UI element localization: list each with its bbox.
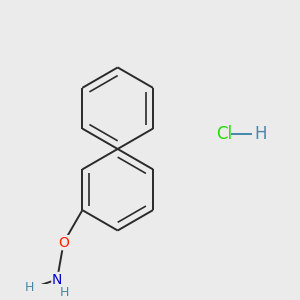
Text: H: H <box>255 124 267 142</box>
Text: H: H <box>24 281 34 295</box>
Text: Cl: Cl <box>216 124 232 142</box>
Text: H: H <box>59 286 69 299</box>
Text: N: N <box>52 272 62 286</box>
Text: O: O <box>58 236 69 250</box>
